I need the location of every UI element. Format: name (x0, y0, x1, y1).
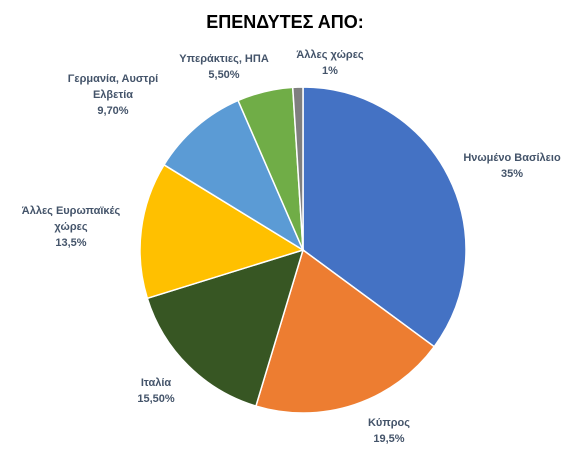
pie-slice (291, 86, 304, 251)
pie-slice (146, 248, 305, 407)
slice-value-label: 5,50% (208, 69, 239, 81)
pie-slice (254, 248, 436, 414)
slice-value-label: 9,70% (97, 105, 128, 117)
slice-category-label: Γερμανία, Αυστρί (68, 73, 158, 85)
slice-category-label: Ηνωμένο Βασίλειο (463, 152, 561, 164)
pie-slices (139, 86, 467, 414)
pie-slice (139, 163, 305, 300)
chart-title: ΕΠΕΝΔΥΤΕΣ ΑΠΟ: (206, 12, 363, 32)
slice-label: Υπεράκτιες, ΗΠΑ 5,50% (179, 53, 269, 81)
slice-value-label: 1% (322, 65, 338, 77)
slice-category-label: Κύπρος (368, 417, 410, 429)
slice-value-label: 35% (501, 168, 523, 180)
slice-category-label: Υπεράκτιες, ΗΠΑ (179, 53, 269, 65)
slice-label: Ιταλία 15,50% (137, 377, 175, 405)
pie-slice (162, 99, 305, 252)
slice-value-label: 13,5% (55, 237, 86, 249)
slice-category-label: Άλλες χώρες (296, 49, 364, 61)
slice-label: Ηνωμένο Βασίλειο 35% (463, 152, 561, 180)
slice-value-label: 15,50% (137, 393, 175, 405)
slice-labels: Ηνωμένο Βασίλειο 35% Κύπρος 19,5% Ιταλία 15,5… (22, 49, 561, 445)
slice-label: Γερμανία, Αυστρί Ελβετία 9,70% (68, 73, 158, 117)
slice-label: Κύπρος 19,5% (368, 417, 410, 445)
pie-slice (302, 86, 467, 348)
slice-category-label: Άλλες Ευρωπαϊκές (22, 205, 121, 217)
slice-label: Άλλες Ευρωπαϊκές χώρες 13,5% (22, 205, 121, 249)
slice-category-label: χώρες (54, 221, 87, 233)
slice-value-label: 19,5% (373, 433, 404, 445)
slice-category-label: Ιταλία (141, 377, 172, 389)
slice-label: Άλλες χώρες 1% (296, 49, 364, 77)
slice-category-label: Ελβετία (93, 89, 133, 101)
